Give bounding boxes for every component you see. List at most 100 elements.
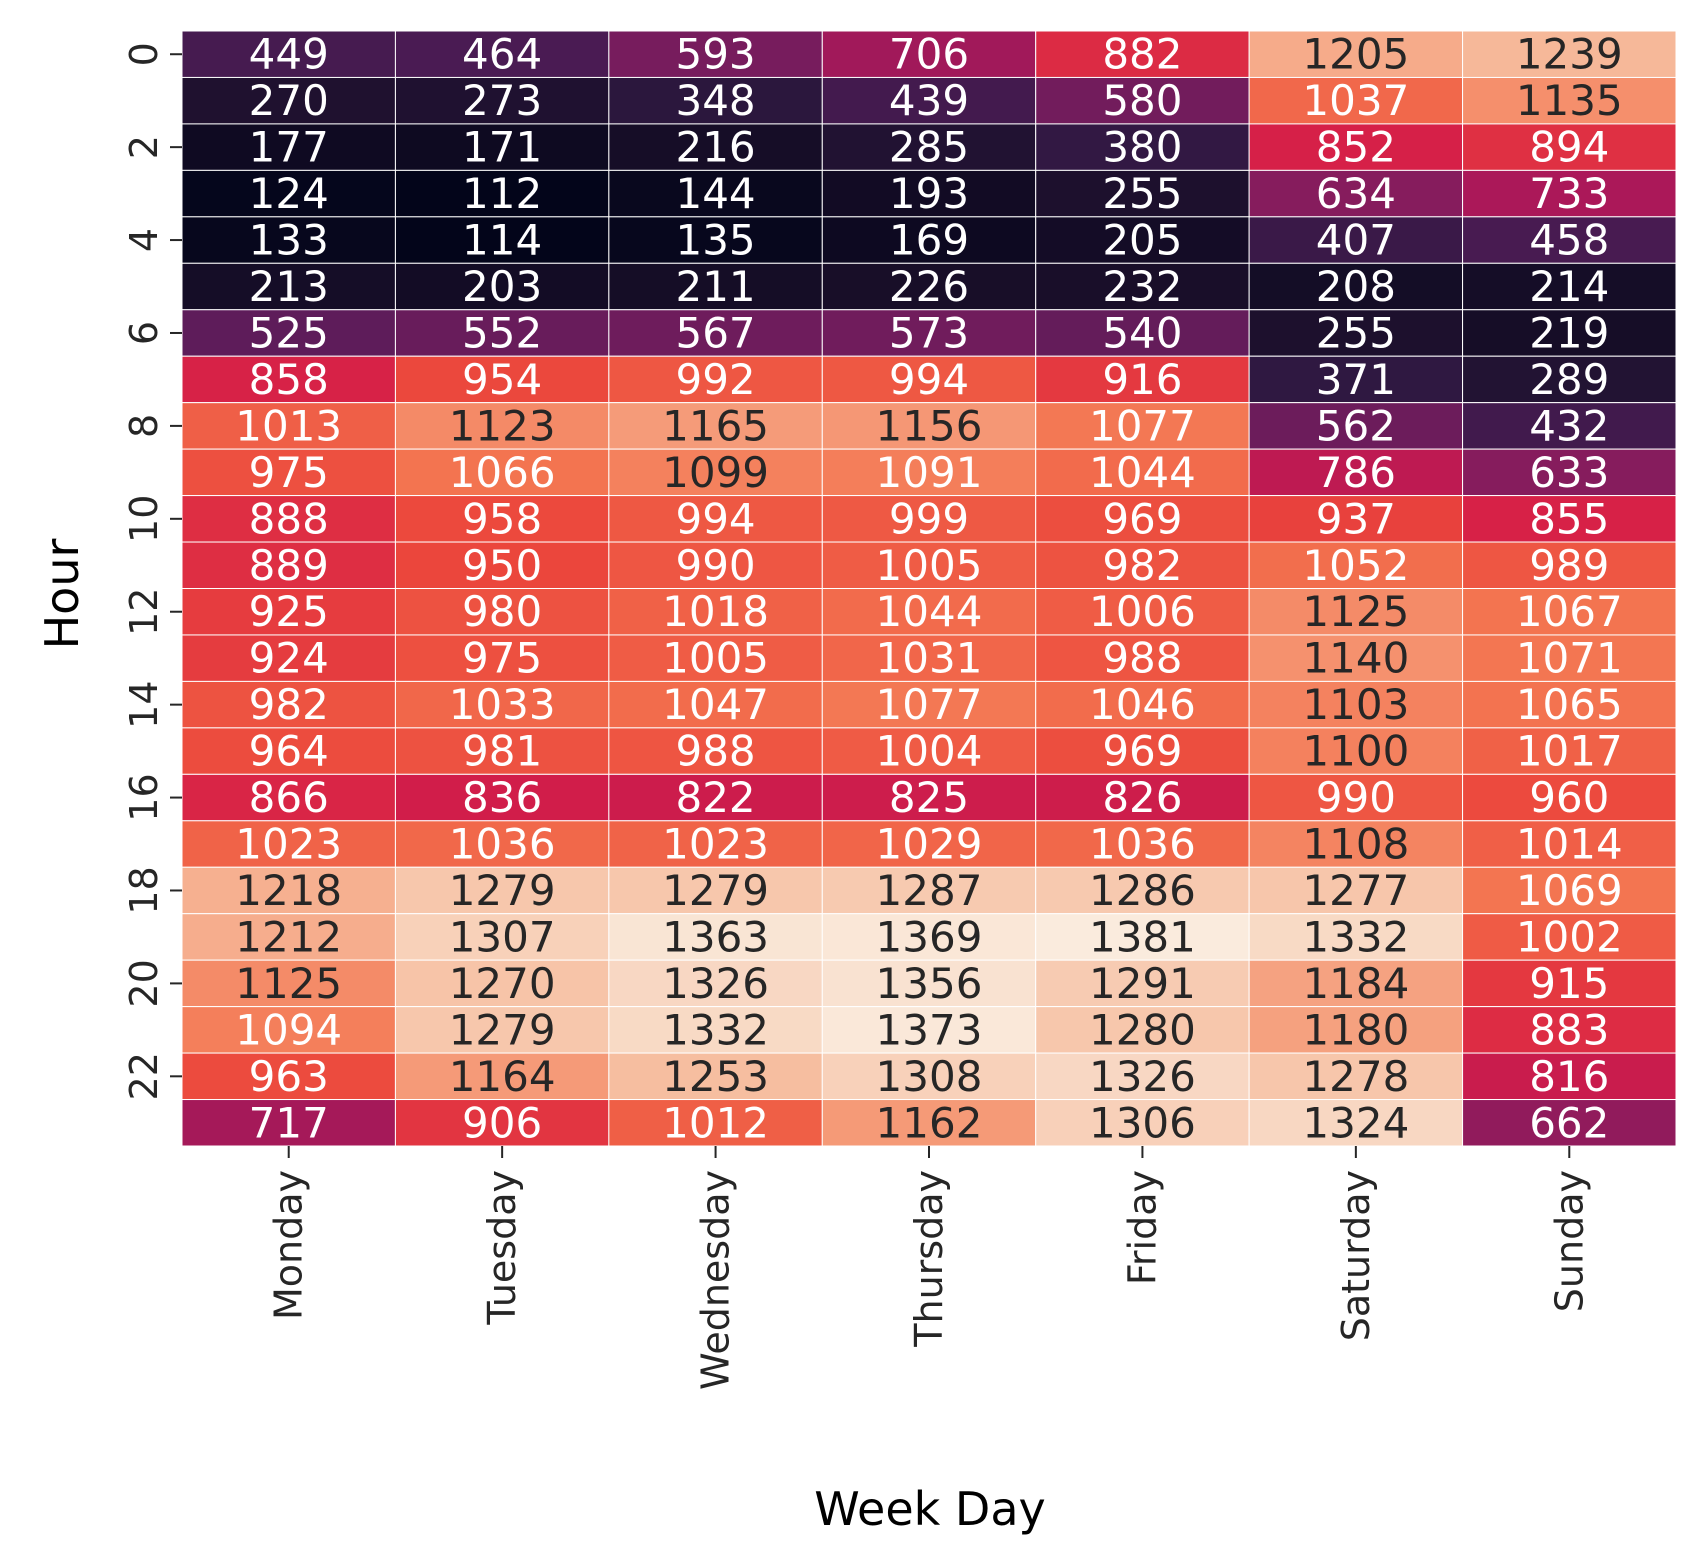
heatmap-cell xyxy=(1462,355,1677,404)
cell-value-label: 1023 xyxy=(662,820,769,869)
heatmap-cell xyxy=(608,1006,823,1054)
cell-value-label: 960 xyxy=(1529,773,1609,822)
cell-value-label: 1308 xyxy=(876,1052,983,1101)
cell-value-label: 1023 xyxy=(235,820,342,869)
heatmap-cell xyxy=(1462,913,1677,961)
cell-value-label: 593 xyxy=(675,30,755,79)
heatmap-cell xyxy=(821,355,1037,404)
heatmap-cell xyxy=(1462,216,1677,264)
cell-value-label: 144 xyxy=(675,169,755,218)
cell-value-label: 270 xyxy=(249,76,329,125)
heatmap-cell xyxy=(1462,866,1677,915)
cell-value-label: 1279 xyxy=(449,1005,556,1054)
y-tick-label: 8 xyxy=(122,414,166,438)
cell-value-label: 439 xyxy=(889,76,969,125)
cell-value-label: 954 xyxy=(462,355,542,404)
cell-value-label: 407 xyxy=(1316,216,1396,265)
cell-value-label: 458 xyxy=(1529,216,1609,265)
cell-value-label: 1307 xyxy=(449,912,556,961)
heatmap-cell xyxy=(608,262,823,311)
heatmap-cell xyxy=(1462,448,1677,497)
heatmap-cell xyxy=(608,773,823,822)
cell-value-label: 114 xyxy=(462,216,542,265)
heatmap-cell xyxy=(821,309,1037,357)
cell-value-label: 906 xyxy=(462,1098,542,1147)
heatmap-cell xyxy=(181,309,396,357)
cell-value-label: 1363 xyxy=(662,912,769,961)
heatmap-cell xyxy=(1462,959,1677,1008)
heatmap-cell xyxy=(181,680,396,729)
heatmap-cell xyxy=(181,169,396,218)
heatmap-cell xyxy=(181,76,396,125)
heatmap-cell xyxy=(1035,123,1250,171)
heatmap-cell xyxy=(1248,123,1464,171)
cell-value-label: 969 xyxy=(1102,727,1182,776)
cell-value-label: 1047 xyxy=(662,680,769,729)
heatmap-cell xyxy=(608,402,823,450)
heatmap-cell xyxy=(394,30,610,78)
cell-value-label: 1277 xyxy=(1302,866,1409,915)
heatmap-cell xyxy=(1462,820,1677,868)
cell-value-label: 1044 xyxy=(876,587,983,636)
heatmap-cell xyxy=(1035,634,1250,682)
heatmap-cell xyxy=(394,680,610,729)
cell-value-label: 1156 xyxy=(876,401,983,450)
cell-value-label: 1270 xyxy=(449,959,556,1008)
cell-value-label: 135 xyxy=(675,216,755,265)
cell-value-label: 133 xyxy=(249,216,329,265)
cell-value-label: 1005 xyxy=(876,541,983,590)
heatmap-cell xyxy=(1035,680,1250,729)
heatmap-cell xyxy=(1462,262,1677,311)
x-tick-label: Wednesday xyxy=(694,1170,738,1390)
cell-value-label: 999 xyxy=(889,494,969,543)
heatmap-cell xyxy=(1248,169,1464,218)
cell-value-label: 1005 xyxy=(662,634,769,683)
heatmap-cell xyxy=(821,448,1037,497)
cell-value-label: 883 xyxy=(1529,1005,1609,1054)
heatmap-cell xyxy=(1035,913,1250,961)
cell-value-label: 380 xyxy=(1102,123,1182,172)
heatmap-cell xyxy=(394,959,610,1008)
cell-value-label: 226 xyxy=(889,262,969,311)
cell-value-label: 964 xyxy=(249,727,329,776)
cell-value-label: 1287 xyxy=(876,866,983,915)
heatmap-cell xyxy=(608,866,823,915)
heatmap-cell xyxy=(394,123,610,171)
heatmap-cell xyxy=(1462,309,1677,357)
heatmap-cell xyxy=(1035,495,1250,543)
heatmap-cell xyxy=(1248,1052,1464,1101)
cell-value-label: 562 xyxy=(1316,401,1396,450)
x-tick-label: Friday xyxy=(1120,1170,1164,1285)
cell-value-label: 994 xyxy=(889,355,969,404)
cell-value-label: 573 xyxy=(889,308,969,357)
y-tick-label: 18 xyxy=(122,866,166,914)
y-tick-label: 22 xyxy=(122,1052,166,1100)
heatmap-cell xyxy=(394,866,610,915)
heatmap-cell xyxy=(181,866,396,915)
cell-value-label: 124 xyxy=(249,169,329,218)
cell-value-label: 580 xyxy=(1102,76,1182,125)
y-tick-label: 10 xyxy=(122,495,166,543)
heatmap-cell xyxy=(1035,588,1250,636)
cell-value-label: 982 xyxy=(1102,541,1182,590)
heatmap-cell xyxy=(821,495,1037,543)
heatmap-cell xyxy=(821,30,1037,78)
heatmap-cell xyxy=(181,588,396,636)
cell-value-label: 171 xyxy=(462,123,542,172)
cell-value-label: 866 xyxy=(249,773,329,822)
y-tick-label: 4 xyxy=(122,228,166,252)
cell-value-label: 1165 xyxy=(662,401,769,450)
heatmap-cell xyxy=(181,30,396,78)
heatmap-cell xyxy=(821,680,1037,729)
y-tick-label: 14 xyxy=(122,680,166,728)
cell-value-label: 1091 xyxy=(876,448,983,497)
heatmap-cell xyxy=(608,959,823,1008)
cell-value-label: 1067 xyxy=(1516,587,1623,636)
y-axis: 0 2 4 6 8 10 12 14 16 18 20 22 xyxy=(122,42,182,1100)
cell-value-label: 994 xyxy=(675,494,755,543)
cell-value-label: 203 xyxy=(462,262,542,311)
heatmap-cell xyxy=(394,169,610,218)
cell-value-label: 1036 xyxy=(1089,820,1196,869)
heatmap-cell xyxy=(1035,541,1250,590)
cell-value-label: 1239 xyxy=(1516,30,1623,79)
